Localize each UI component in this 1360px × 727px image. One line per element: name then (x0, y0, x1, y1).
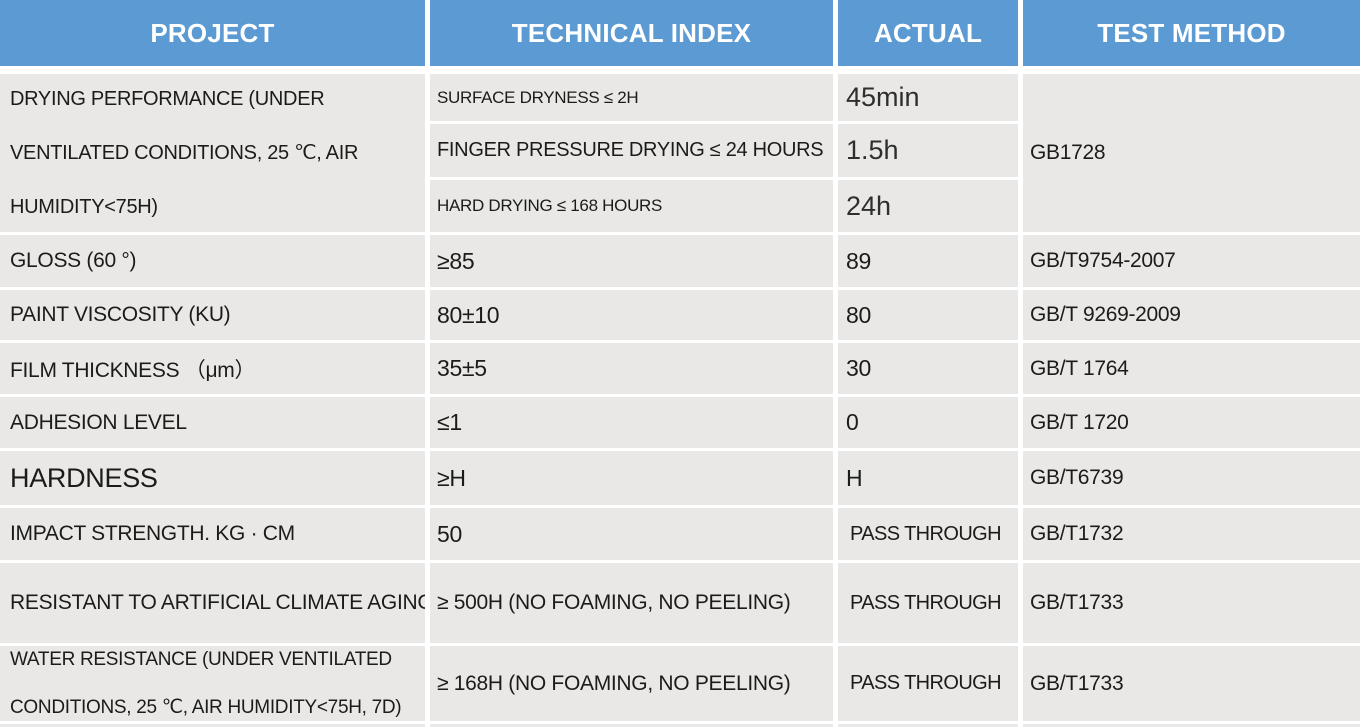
cell-impact-project: IMPACT STRENGTH. KG · CM (0, 508, 425, 560)
cell-surface-dryness-index: SURFACE DRYNESS ≤ 2H (430, 74, 833, 121)
table-header-row: PROJECT TECHNICAL INDEX ACTUAL TEST METH… (0, 0, 1360, 66)
cell-film-thickness-project: FILM THICKNESS （μm） (0, 343, 425, 394)
cell-surface-dryness-actual: 45min (838, 74, 1018, 121)
cell-finger-drying-index: FINGER PRESSURE DRYING ≤ 24 HOURS (430, 124, 833, 177)
cell-adhesion-actual: 0 (838, 397, 1018, 448)
cell-gloss-actual: 89 (838, 235, 1018, 287)
cell-gloss-method: GB/T9754-2007 (1023, 235, 1360, 287)
cell-climate-aging-actual: PASS THROUGH (838, 563, 1018, 643)
cell-adhesion-index: ≤1 (430, 397, 833, 448)
cell-drying-project: DRYING PERFORMANCE (UNDER VENTILATED CON… (0, 74, 425, 232)
cell-hardness-index: ≥H (430, 451, 833, 505)
cell-hardness-project: HARDNESS (0, 451, 425, 505)
cell-film-thickness-method: GB/T 1764 (1023, 343, 1360, 394)
header-cell-test-method: TEST METHOD (1023, 0, 1360, 66)
cell-climate-aging-index: ≥ 500H (NO FOAMING, NO PEELING) (430, 563, 833, 643)
header-cell-technical-index: TECHNICAL INDEX (430, 0, 833, 66)
cell-hard-drying-actual: 24h (838, 180, 1018, 232)
cell-water-resistance-actual: PASS THROUGH (838, 646, 1018, 721)
cell-climate-aging-project: RESISTANT TO ARTIFICIAL CLIMATE AGING (0, 563, 425, 643)
cell-water-resistance-index: ≥ 168H (NO FOAMING, NO PEELING) (430, 646, 833, 721)
cell-impact-actual: PASS THROUGH (838, 508, 1018, 560)
cell-hardness-method: GB/T6739 (1023, 451, 1360, 505)
cell-film-thickness-actual: 30 (838, 343, 1018, 394)
cell-viscosity-method: GB/T 9269-2009 (1023, 290, 1360, 340)
cell-water-resistance-project: WATER RESISTANCE (UNDER VENTILATED CONDI… (0, 646, 425, 721)
cell-drying-method: GB1728 (1023, 74, 1360, 232)
cell-adhesion-method: GB/T 1720 (1023, 397, 1360, 448)
cell-finger-drying-actual: 1.5h (838, 124, 1018, 177)
cell-viscosity-index: 80±10 (430, 290, 833, 340)
cell-gloss-project: GLOSS (60 °) (0, 235, 425, 287)
cell-impact-index: 50 (430, 508, 833, 560)
partial-row-sliver (430, 724, 833, 727)
cell-impact-method: GB/T1732 (1023, 508, 1360, 560)
cell-film-thickness-index: 35±5 (430, 343, 833, 394)
partial-row-sliver (1023, 724, 1360, 727)
header-cell-project: PROJECT (0, 0, 425, 66)
header-cell-actual: ACTUAL (838, 0, 1018, 66)
cell-adhesion-project: ADHESION LEVEL (0, 397, 425, 448)
table-body: DRYING PERFORMANCE (UNDER VENTILATED CON… (0, 74, 1360, 727)
cell-gloss-index: ≥85 (430, 235, 833, 287)
partial-row-sliver (838, 724, 1018, 727)
partial-row-sliver (0, 724, 425, 727)
cell-hard-drying-index: HARD DRYING ≤ 168 HOURS (430, 180, 833, 232)
cell-viscosity-actual: 80 (838, 290, 1018, 340)
cell-viscosity-project: PAINT VISCOSITY (KU) (0, 290, 425, 340)
cell-hardness-actual: H (838, 451, 1018, 505)
cell-climate-aging-method: GB/T1733 (1023, 563, 1360, 643)
cell-water-resistance-method: GB/T1733 (1023, 646, 1360, 721)
